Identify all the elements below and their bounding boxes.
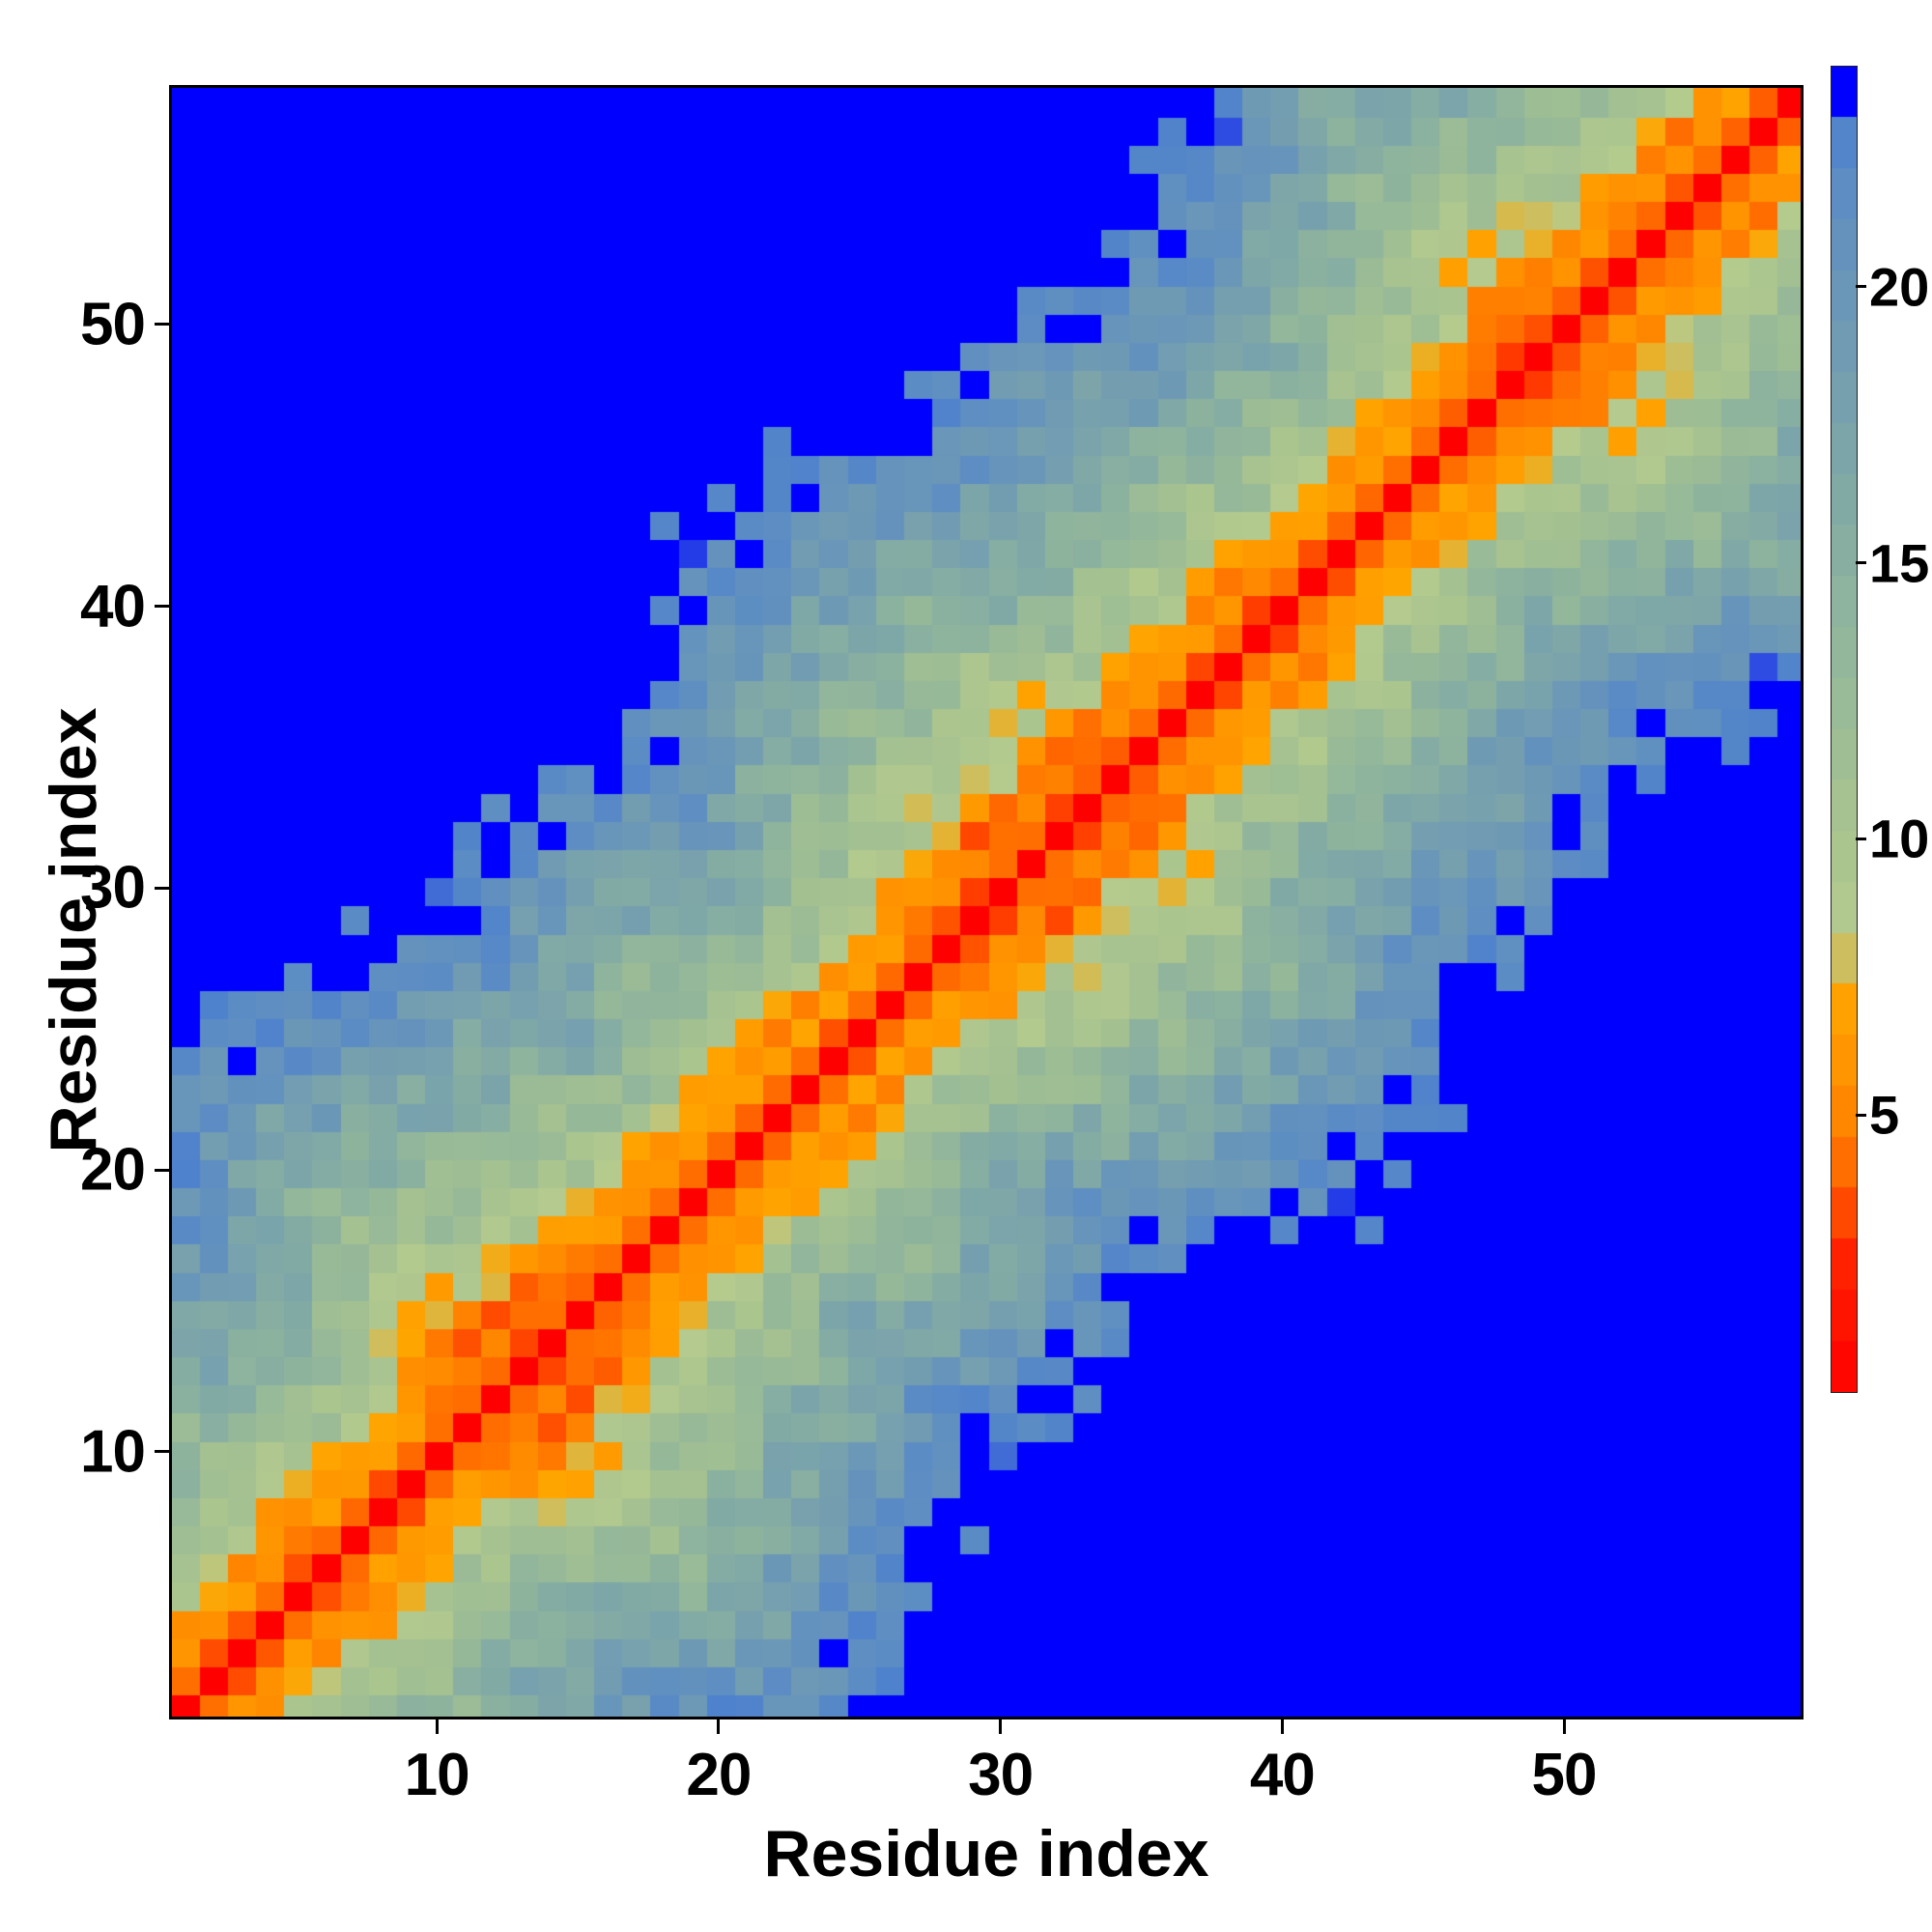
y-tick-label-40: 40 xyxy=(80,573,146,640)
colorbar-tick-label-20: 20 xyxy=(1869,256,1930,318)
x-tick-label-20: 20 xyxy=(686,1742,752,1808)
x-axis-title: Residue index xyxy=(763,1817,1209,1890)
colorbar-gradient xyxy=(1831,66,1858,1393)
heatmap-plot-area xyxy=(169,85,1804,1719)
colorbar-tick-10 xyxy=(1856,837,1866,840)
y-tick-30 xyxy=(155,886,169,890)
x-tick-30 xyxy=(999,1719,1003,1734)
x-tick-label-10: 10 xyxy=(404,1742,470,1808)
y-tick-label-10: 10 xyxy=(80,1418,146,1486)
x-tick-50 xyxy=(1562,1719,1566,1734)
colorbar-tick-15 xyxy=(1856,561,1866,564)
x-tick-10 xyxy=(435,1719,439,1734)
y-tick-label-20: 20 xyxy=(80,1136,146,1204)
x-tick-label-30: 30 xyxy=(968,1742,1034,1808)
x-tick-20 xyxy=(717,1719,721,1734)
colorbar-tick-20 xyxy=(1856,285,1866,289)
colorbar-tick-label-15: 15 xyxy=(1869,532,1930,593)
x-tick-label-40: 40 xyxy=(1249,1742,1316,1808)
x-tick-40 xyxy=(1280,1719,1284,1734)
y-tick-40 xyxy=(155,605,169,609)
y-tick-10 xyxy=(155,1450,169,1454)
colorbar-tick-label-5: 5 xyxy=(1869,1084,1900,1146)
heatmap-canvas xyxy=(172,88,1801,1717)
y-tick-label-30: 30 xyxy=(80,854,146,922)
y-axis-title: Residue index xyxy=(37,707,110,1153)
y-tick-20 xyxy=(155,1168,169,1172)
colorbar-tick-label-10: 10 xyxy=(1869,808,1930,869)
x-tick-label-50: 50 xyxy=(1531,1742,1598,1808)
y-tick-50 xyxy=(155,323,169,327)
colorbar xyxy=(1831,66,1858,1393)
colorbar-tick-5 xyxy=(1856,1113,1866,1117)
y-tick-label-50: 50 xyxy=(80,291,146,358)
